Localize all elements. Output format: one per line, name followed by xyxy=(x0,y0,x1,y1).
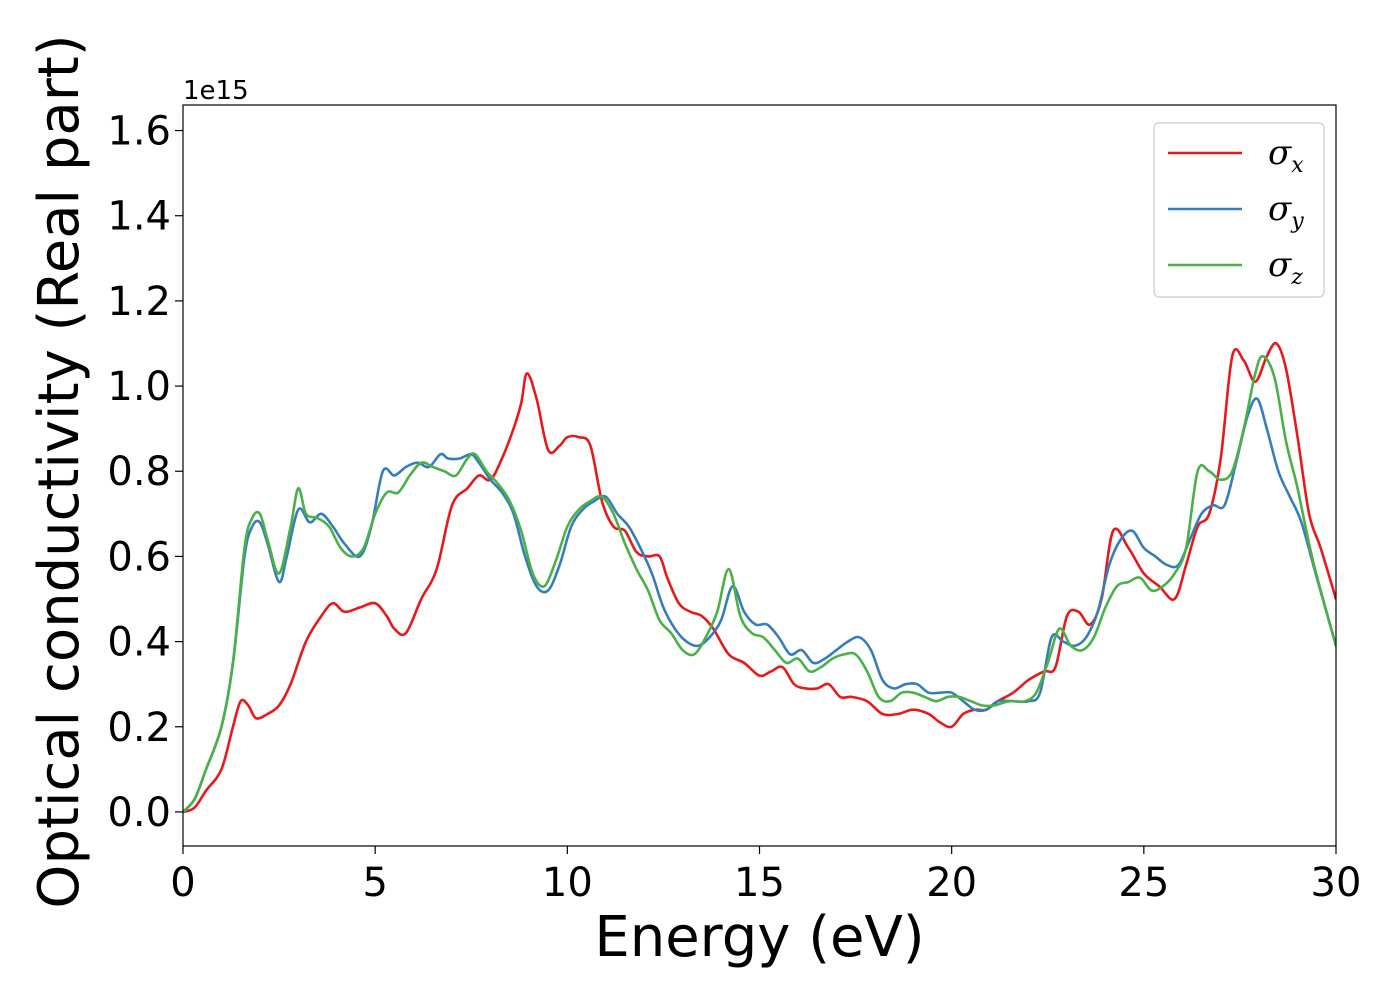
y-tick-label: 0.2 xyxy=(107,705,171,751)
legend-label-x: σx xyxy=(1268,133,1304,178)
legend: σx σy σz xyxy=(1153,122,1325,298)
series-line-y xyxy=(183,397,1336,814)
y-tick-label: 1.6 xyxy=(107,109,171,155)
x-tick-label: 15 xyxy=(734,860,785,906)
x-tick-label: 5 xyxy=(362,860,387,906)
y-tick-label: 1.2 xyxy=(107,279,171,325)
series-line-z xyxy=(183,354,1336,814)
x-axis-label: Energy (eV) xyxy=(594,905,924,970)
y-tick-label: 0.8 xyxy=(107,449,171,495)
y-tick-label: 0.4 xyxy=(107,620,171,666)
x-tick-label: 25 xyxy=(1118,860,1169,906)
y-offset-label: 1e15 xyxy=(183,76,249,106)
y-tick-label: 1.0 xyxy=(107,364,171,410)
y-axis-label: Optical conductivity (Real part) xyxy=(27,34,92,908)
x-tick-label: 30 xyxy=(1311,860,1362,906)
y-tick-label: 0.6 xyxy=(107,534,171,580)
y-axis-ticks: 0.0 0.2 0.4 0.6 0.8 1.0 1.2 1.4 1.6 xyxy=(107,109,183,836)
legend-label-z: σz xyxy=(1268,245,1303,290)
x-tick-label: 20 xyxy=(926,860,977,906)
x-tick-label: 10 xyxy=(542,860,593,906)
x-tick-label: 0 xyxy=(170,860,195,906)
series-layer xyxy=(183,341,1336,814)
legend-label-y: σy xyxy=(1268,189,1304,234)
y-tick-label: 1.4 xyxy=(107,194,171,240)
series-line-x xyxy=(183,341,1336,814)
x-axis-ticks: 0 5 10 15 20 25 30 xyxy=(170,846,1361,906)
y-tick-label: 0.0 xyxy=(107,790,171,836)
